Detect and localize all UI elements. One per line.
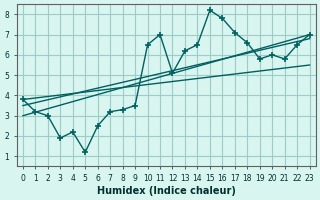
- X-axis label: Humidex (Indice chaleur): Humidex (Indice chaleur): [97, 186, 236, 196]
